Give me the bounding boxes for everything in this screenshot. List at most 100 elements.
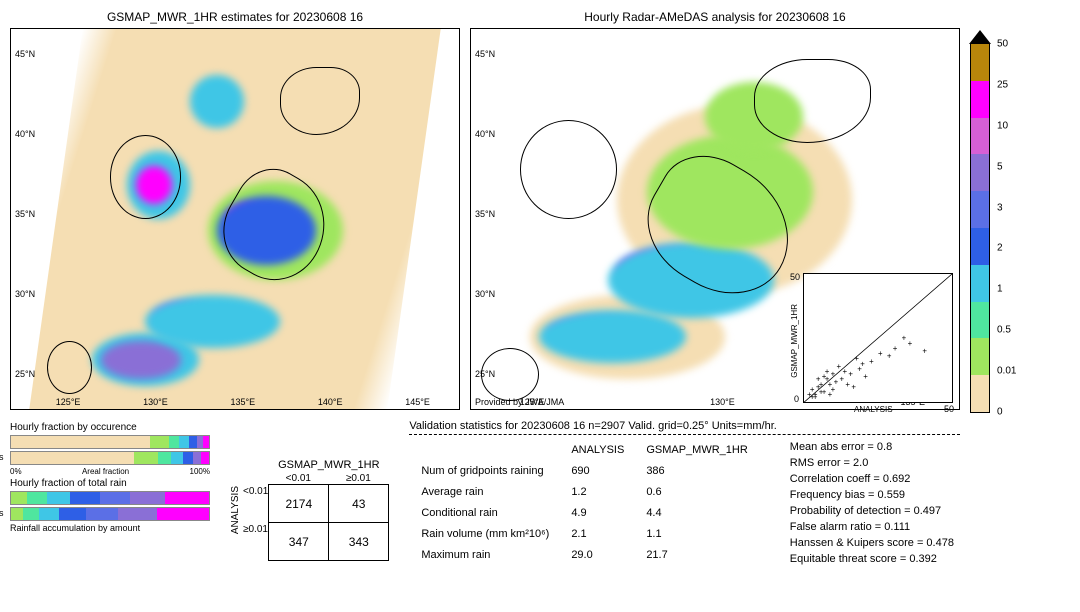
lat-tick: 35°N	[475, 209, 495, 219]
scatter-point: +	[887, 352, 892, 361]
scatter-point: +	[848, 370, 853, 379]
stats-panel: Validation statistics for 20230608 16 n=…	[409, 420, 960, 600]
fraction-segment	[47, 492, 71, 504]
scatter-point: +	[842, 367, 847, 376]
frac-row-label: Obs	[0, 452, 4, 462]
fraction-segment	[130, 492, 166, 504]
scatter-point: +	[831, 370, 836, 379]
coastline	[520, 120, 618, 219]
frac-bar-est-tot: Est	[10, 491, 210, 505]
lon-tick: 130°E	[143, 397, 168, 407]
scatter-point: +	[840, 375, 845, 384]
fraction-segment	[193, 452, 201, 464]
fraction-segment	[118, 508, 158, 520]
ct-row-header: ANALYSIS	[230, 486, 241, 534]
ct-cell: 347	[269, 523, 329, 561]
precip-blob	[190, 75, 244, 128]
fraction-segment	[201, 452, 209, 464]
fraction-segment	[183, 452, 193, 464]
scatter-point: +	[819, 380, 824, 389]
colorbar-tick: 1	[997, 284, 1003, 295]
fraction-segment	[171, 452, 183, 464]
ct-col-labels: <0.01 ≥0.01	[268, 473, 389, 484]
stats-table: ANALYSISGSMAP_MWR_1HR Num of gridpoints …	[409, 439, 759, 567]
ct-col-label: <0.01	[268, 473, 328, 484]
right-map-panel: 25°N30°N35°N40°N45°N 125°E130°E135°E Pro…	[470, 28, 960, 410]
fraction-segment	[150, 436, 170, 448]
lon-tick: 145°E	[405, 397, 430, 407]
fraction-segment	[169, 436, 179, 448]
scatter-point: +	[908, 339, 913, 348]
stats-row-label: Maximum rain	[411, 546, 559, 565]
fraction-segment	[70, 492, 100, 504]
left-map-wrap: GSMAP_MWR_1HR estimates for 20230608 16 …	[10, 10, 460, 410]
scatter-ylabel: GSMAP_MWR_1HR	[790, 304, 799, 378]
stats-metric: False alarm ratio = 0.111	[790, 519, 954, 535]
stats-cell: 4.9	[561, 504, 634, 523]
stats-metric: Correlation coeff = 0.692	[790, 471, 954, 487]
scatter-tick: 50	[790, 272, 800, 282]
colorbar: 50251053210.50.010	[970, 43, 990, 413]
scatter-point: +	[860, 359, 865, 368]
lon-tick: 130°E	[710, 397, 735, 407]
scatter-inset: +++++++++++++++++++++++++++++++++++ GSMA…	[803, 273, 953, 403]
ct-col-header: GSMAP_MWR_1HR	[268, 459, 389, 471]
ct-row-labels: <0.01 ≥0.01	[243, 472, 268, 548]
colorbar-tick: 5	[997, 161, 1003, 172]
stats-metric: Probability of detection = 0.497	[790, 503, 954, 519]
stats-cell: 1.2	[561, 483, 634, 502]
frac-title-2: Hourly fraction of total rain	[10, 478, 210, 489]
ct-cell: 2174	[269, 485, 329, 523]
frac-bar-obs-tot: Obs	[10, 507, 210, 521]
colorbar-arrow-icon	[969, 30, 991, 44]
colorbar-segment	[971, 265, 989, 302]
scatter-point: +	[851, 382, 856, 391]
colorbar-segment	[971, 81, 989, 118]
fraction-segment	[189, 436, 197, 448]
colorbar-segment	[971, 338, 989, 375]
stats-metric: Mean abs error = 0.8	[790, 439, 954, 455]
lat-tick: 40°N	[15, 129, 35, 139]
right-map-wrap: Hourly Radar-AMeDAS analysis for 2023060…	[470, 10, 960, 410]
stats-row-label: Num of gridpoints raining	[411, 462, 559, 481]
frac-axis-max: 100%	[190, 467, 210, 476]
scatter-point: +	[822, 388, 827, 397]
contingency-table: 217443 347343	[268, 484, 389, 561]
stats-row-label: Conditional rain	[411, 504, 559, 523]
scatter-point: +	[869, 357, 874, 366]
scatter-point: +	[863, 372, 868, 381]
left-map-panel: 25°N30°N35°N40°N45°N 125°E130°E135°E140°…	[10, 28, 460, 410]
colorbar-segment	[971, 191, 989, 228]
fraction-segment	[165, 492, 209, 504]
colorbar-tick: 0.01	[997, 366, 1016, 377]
left-map-title: GSMAP_MWR_1HR estimates for 20230608 16	[10, 10, 460, 24]
stats-metric: RMS error = 2.0	[790, 455, 954, 471]
frac-bar-obs-occ: Obs	[10, 451, 210, 465]
stats-col-header: ANALYSIS	[561, 441, 634, 460]
lat-tick: 35°N	[15, 209, 35, 219]
scatter-tick: 0	[794, 394, 799, 404]
colorbar-tick: 0	[997, 407, 1003, 418]
fraction-segment	[11, 436, 150, 448]
right-map-body: 25°N30°N35°N40°N45°N 125°E130°E135°E Pro…	[471, 29, 959, 409]
right-map-title: Hourly Radar-AMeDAS analysis for 2023060…	[470, 10, 960, 24]
scatter-point: +	[922, 347, 927, 356]
fraction-charts: Hourly fraction by occurence Est Obs 0% …	[10, 420, 210, 600]
scatter-point: +	[813, 393, 818, 402]
stats-col-header: GSMAP_MWR_1HR	[636, 441, 757, 460]
lon-tick: 125°E	[56, 397, 81, 407]
fraction-segment	[11, 508, 23, 520]
scatter-point: +	[845, 380, 850, 389]
ct-row-label: <0.01	[243, 472, 268, 510]
stats-row-label: Average rain	[411, 483, 559, 502]
frac-axis: 0% Areal fraction 100%	[10, 467, 210, 476]
scatter-point: +	[902, 334, 907, 343]
coastline	[110, 135, 182, 219]
fraction-segment	[100, 492, 130, 504]
lat-tick: 30°N	[15, 289, 35, 299]
fraction-segment	[179, 436, 189, 448]
ct-cell: 343	[329, 523, 389, 561]
colorbar-tick: 0.5	[997, 325, 1011, 336]
frac-title-1: Hourly fraction by occurence	[10, 422, 210, 433]
contingency-table-wrap: ANALYSIS <0.01 ≥0.01 GSMAP_MWR_1HR <0.01…	[230, 420, 389, 600]
